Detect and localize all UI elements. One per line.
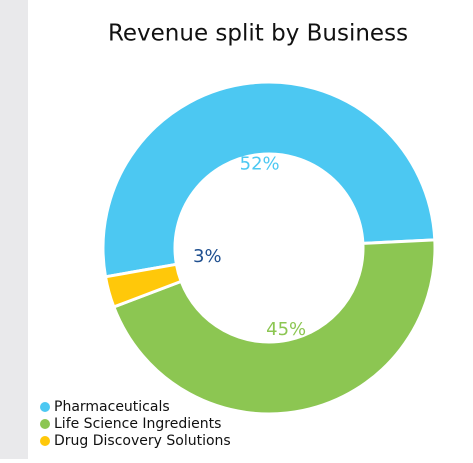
legend-swatch (40, 402, 50, 412)
donut-slice (103, 262, 184, 309)
chart-title: Revenue split by Business (108, 21, 408, 47)
donut-slice (111, 238, 437, 416)
legend-swatch (40, 419, 50, 429)
legend-label: Life Science Ingredients (54, 416, 221, 432)
legend-label: Pharmaceuticals (54, 399, 170, 415)
legend-label: Drug Discovery Solutions (54, 433, 231, 449)
value-label: 3% (193, 246, 222, 267)
value-label: 52% (240, 154, 280, 175)
legend-swatch (40, 436, 50, 446)
donut-slice (101, 80, 437, 279)
side-strip (0, 0, 28, 459)
value-label: 45% (266, 319, 306, 340)
